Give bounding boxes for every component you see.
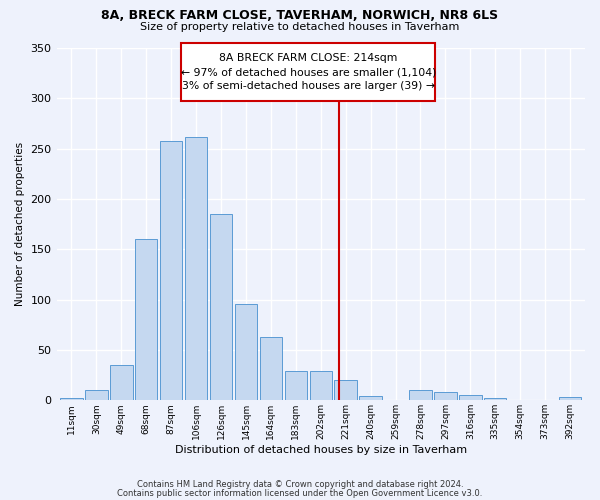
Text: Contains HM Land Registry data © Crown copyright and database right 2024.: Contains HM Land Registry data © Crown c… bbox=[137, 480, 463, 489]
Bar bbox=[334, 380, 357, 400]
Bar bbox=[210, 214, 232, 400]
Text: Contains public sector information licensed under the Open Government Licence v3: Contains public sector information licen… bbox=[118, 488, 482, 498]
Bar bbox=[459, 396, 482, 400]
Bar bbox=[284, 371, 307, 400]
Text: Size of property relative to detached houses in Taverham: Size of property relative to detached ho… bbox=[140, 22, 460, 32]
Text: 8A, BRECK FARM CLOSE, TAVERHAM, NORWICH, NR8 6LS: 8A, BRECK FARM CLOSE, TAVERHAM, NORWICH,… bbox=[101, 9, 499, 22]
Y-axis label: Number of detached properties: Number of detached properties bbox=[15, 142, 25, 306]
Bar bbox=[409, 390, 431, 400]
Bar bbox=[434, 392, 457, 400]
Bar bbox=[359, 396, 382, 400]
Bar bbox=[484, 398, 506, 400]
Bar bbox=[260, 337, 282, 400]
Text: 8A BRECK FARM CLOSE: 214sqm
← 97% of detached houses are smaller (1,104)
3% of s: 8A BRECK FARM CLOSE: 214sqm ← 97% of det… bbox=[181, 53, 436, 91]
FancyBboxPatch shape bbox=[181, 43, 436, 102]
Bar bbox=[310, 371, 332, 400]
X-axis label: Distribution of detached houses by size in Taverham: Distribution of detached houses by size … bbox=[175, 445, 467, 455]
Bar bbox=[235, 304, 257, 400]
Bar bbox=[559, 398, 581, 400]
Bar bbox=[85, 390, 107, 400]
Bar bbox=[160, 140, 182, 400]
Bar bbox=[135, 239, 157, 400]
Bar bbox=[110, 365, 133, 400]
Bar bbox=[60, 398, 83, 400]
Bar bbox=[185, 136, 208, 400]
